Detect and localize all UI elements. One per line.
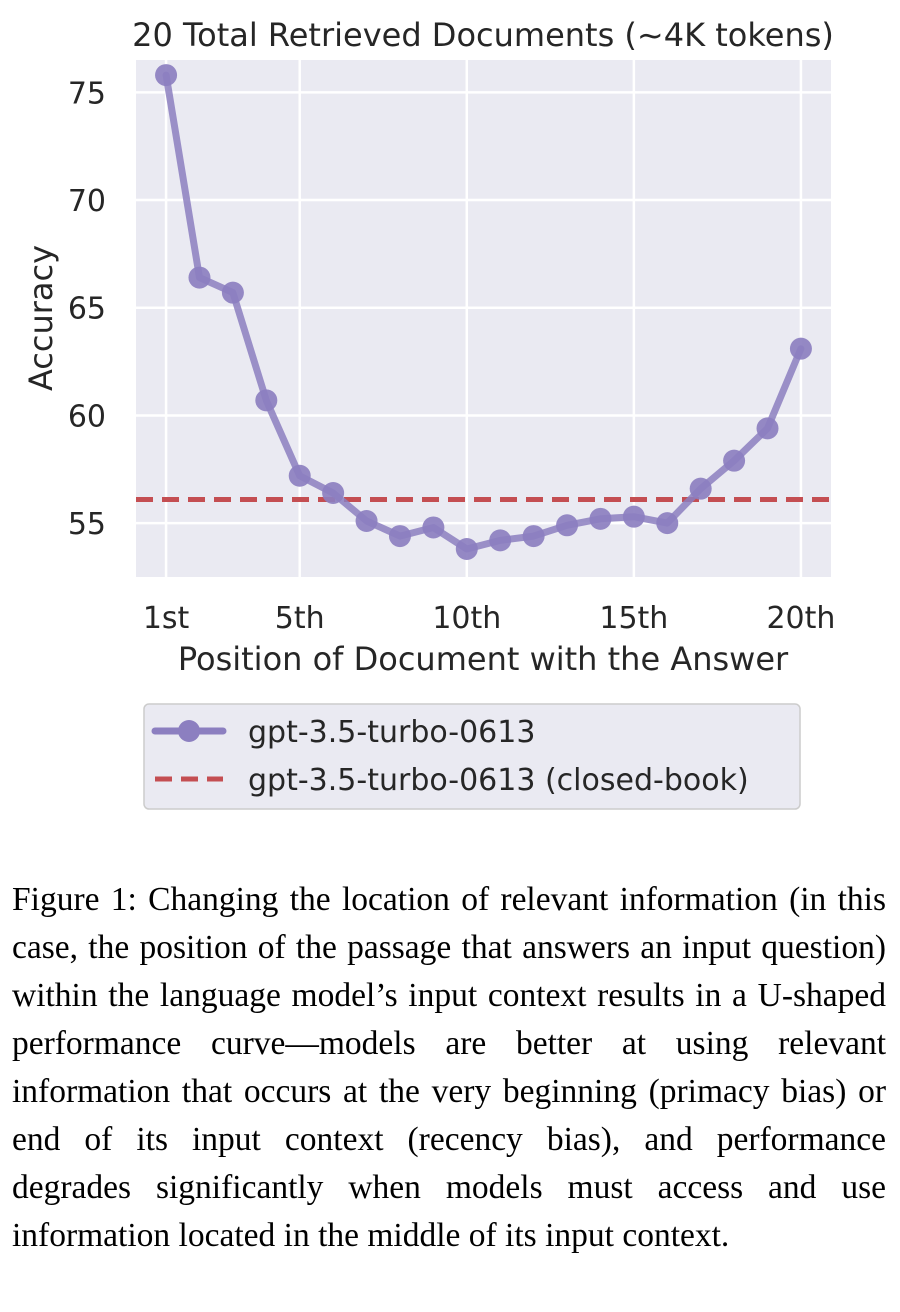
data-point (388, 525, 411, 548)
grid (136, 60, 831, 577)
legend-box (143, 703, 801, 810)
y-tick-label: 65 (68, 292, 106, 327)
data-point (556, 514, 579, 537)
x-tick-label: 5th (275, 601, 325, 636)
x-tick-label: 20th (766, 601, 835, 636)
legend-label-closed-book: gpt-3.5-turbo-0613 (closed-book) (248, 763, 749, 798)
y-tick-label: 75 (68, 76, 106, 111)
chart-title: 20 Total Retrieved Documents (~4K tokens… (132, 16, 834, 54)
data-point (489, 529, 512, 552)
plot-area (136, 60, 831, 577)
data-point (188, 266, 211, 289)
data-point (756, 417, 779, 440)
figure-caption: Figure 1: Changing the location of relev… (12, 881, 886, 1254)
data-point (422, 516, 445, 539)
y-tick-label: 60 (68, 399, 106, 434)
data-point (221, 281, 244, 304)
legend: gpt-3.5-turbo-0613 gpt-3.5-turbo-0613 (c… (143, 703, 801, 810)
x-tick-label: 10th (432, 601, 501, 636)
y-tick-label: 70 (68, 184, 106, 219)
data-point (723, 449, 746, 472)
data-point (689, 477, 712, 500)
y-axis-ticks: 55 60 65 70 75 (68, 76, 106, 542)
data-point (656, 512, 679, 535)
x-axis-label: Position of Document with the Answer (178, 640, 789, 678)
data-point (288, 464, 311, 487)
accuracy-series (155, 64, 812, 560)
data-point (255, 389, 278, 412)
data-point (589, 507, 612, 530)
x-tick-label: 1st (143, 601, 190, 636)
x-tick-label: 15th (599, 601, 668, 636)
x-axis-ticks: 1st 5th 10th 15th 20th (143, 601, 836, 636)
data-point (322, 481, 345, 504)
data-point (789, 337, 812, 360)
legend-swatch-marker (178, 720, 200, 742)
data-point (155, 64, 178, 87)
legend-label-gpt-3.5-turbo: gpt-3.5-turbo-0613 (248, 715, 535, 750)
data-point (355, 509, 378, 532)
data-point (522, 525, 545, 548)
data-point (622, 505, 645, 528)
chart: 20 Total Retrieved Documents (~4K tokens… (22, 16, 836, 810)
data-point (455, 537, 478, 560)
y-axis-label: Accuracy (22, 245, 60, 391)
y-tick-label: 55 (68, 507, 106, 542)
